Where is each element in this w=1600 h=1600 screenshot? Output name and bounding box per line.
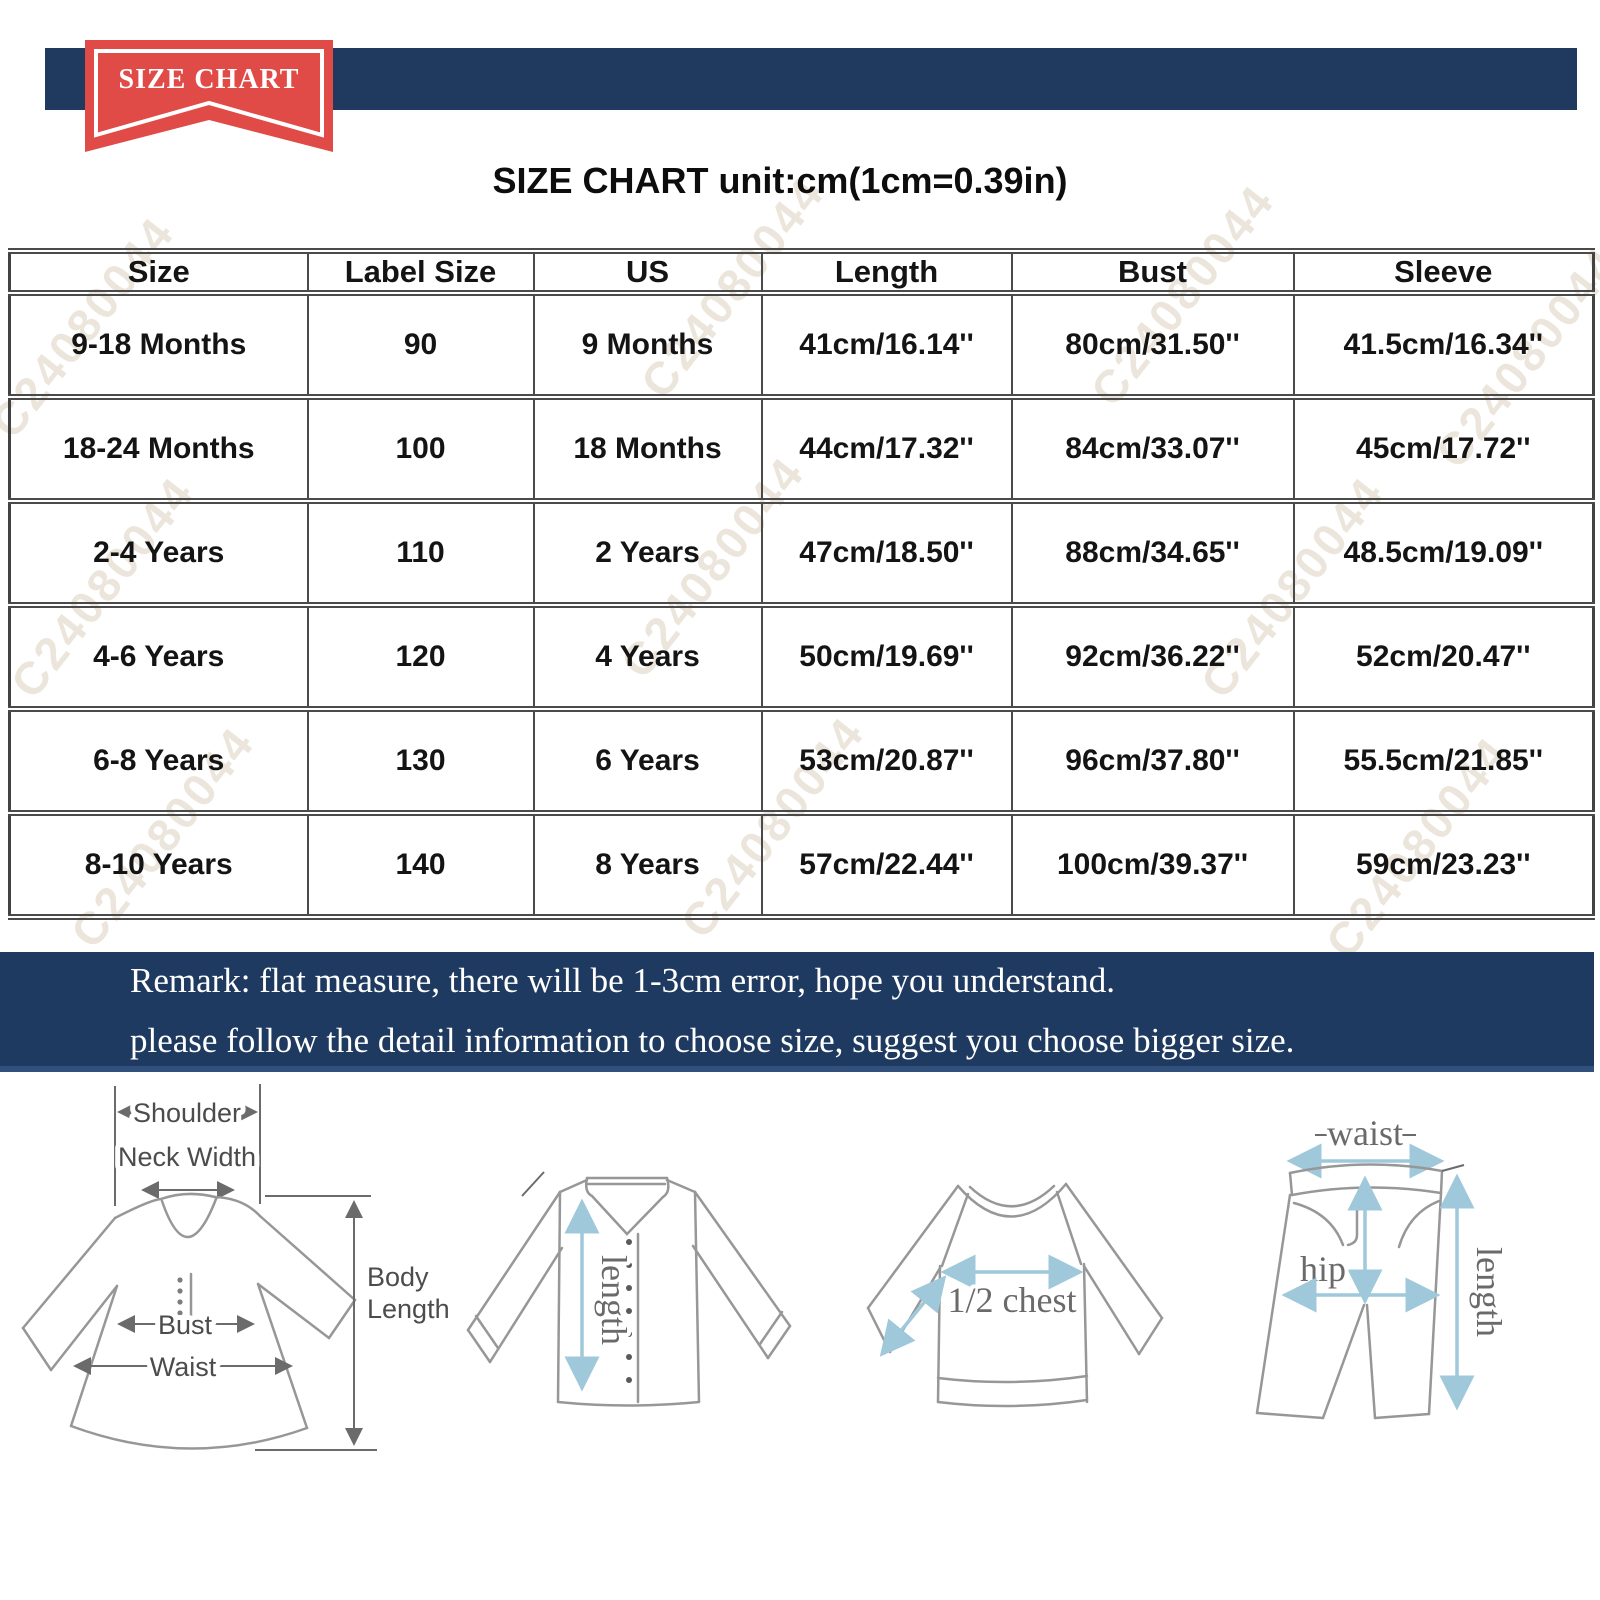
dress-waist-label: Waist	[150, 1352, 217, 1382]
table-cell: 55.5cm/21.85''	[1292, 709, 1595, 816]
table-cell: 45cm/17.72''	[1292, 397, 1595, 504]
dress-body-length-label-1: Body	[367, 1262, 429, 1292]
table-cell: 2-4 Years	[8, 501, 309, 608]
table-cell: 80cm/31.50''	[1010, 293, 1295, 400]
table-cell: 130	[306, 709, 535, 816]
column-header: Label Size	[306, 248, 535, 296]
table-cell: 4-6 Years	[8, 605, 309, 712]
table-cell: 6 Years	[532, 709, 763, 816]
page-title: SIZE CHART unit:cm(1cm=0.39in)	[492, 160, 1068, 201]
dress-bust-label: Bust	[158, 1310, 213, 1340]
ribbon-outer-shape	[85, 40, 333, 152]
table-cell: 2 Years	[532, 501, 763, 608]
table-cell: 41cm/16.14''	[760, 293, 1013, 400]
table-cell: 84cm/33.07''	[1010, 397, 1295, 504]
dress-measure-diagram: Shoulder Neck Width Bust Waist Body Leng…	[21, 1084, 455, 1451]
table-cell: 8-10 Years	[8, 813, 309, 920]
table-header-row: Size Label Size US Length Bust Sleeve	[8, 248, 1595, 296]
column-header: US	[532, 248, 763, 296]
pants-waist-label: waist	[1327, 1113, 1403, 1153]
shirt-measure-diagram: length	[466, 1171, 792, 1407]
table-cell: 6-8 Years	[8, 709, 309, 816]
table-cell: 100cm/39.37''	[1010, 813, 1295, 920]
table-cell: 90	[306, 293, 535, 400]
pants-length-label: length	[1469, 1247, 1509, 1337]
table-cell: 120	[306, 605, 535, 712]
table-cell: 100	[306, 397, 535, 504]
column-header: Bust	[1010, 248, 1295, 296]
table-cell: 59cm/23.23''	[1292, 813, 1595, 920]
table-row: 2-4 Years 110 2 Years 47cm/18.50'' 88cm/34.6…	[8, 501, 1595, 608]
dress-outline	[113, 1197, 163, 1220]
dress-body-length-label-2: Length	[367, 1294, 450, 1324]
table-cell: 57cm/22.44''	[760, 813, 1013, 920]
table-cell: 48.5cm/19.09''	[1292, 501, 1595, 608]
remark-line1: Remark: flat measure, there will be 1-3c…	[130, 961, 1116, 1000]
shirt-length-label: length	[594, 1255, 634, 1345]
pants-hip-label: hip	[1300, 1249, 1346, 1289]
table-cell: 50cm/19.69''	[760, 605, 1013, 712]
table-cell: 9-18 Months	[8, 293, 309, 400]
table-cell: 44cm/17.32''	[760, 397, 1013, 504]
table-row: 9-18 Months 90 9 Months 41cm/16.14'' 80cm/31…	[8, 293, 1595, 400]
size-table-body: 9-18 Months 90 9 Months 41cm/16.14'' 80cm/31…	[8, 293, 1595, 920]
table-cell: 18-24 Months	[8, 397, 309, 504]
table-cell: 4 Years	[532, 605, 763, 712]
table-row: 18-24 Months 100 18 Months 44cm/17.32'' 84cm…	[8, 397, 1595, 504]
column-header: Size	[8, 248, 309, 296]
table-cell: 47cm/18.50''	[760, 501, 1013, 608]
size-table: Size Label Size US Length Bust Sleeve 9-18 Mo…	[8, 248, 1595, 920]
column-header: Length	[760, 248, 1013, 296]
table-cell: 41.5cm/16.34''	[1292, 293, 1595, 400]
column-header: Sleeve	[1292, 248, 1595, 296]
size-table-head: Size Label Size US Length Bust Sleeve	[8, 248, 1595, 296]
table-cell: 8 Years	[532, 813, 763, 920]
table-cell: 9 Months	[532, 293, 763, 400]
table-row: 8-10 Years 140 8 Years 57cm/22.44'' 100cm/39…	[8, 813, 1595, 920]
table-cell: 140	[306, 813, 535, 920]
table-cell: 88cm/34.65''	[1010, 501, 1295, 608]
table-cell: 92cm/36.22''	[1010, 605, 1295, 712]
table-cell: 110	[306, 501, 535, 608]
pants-measure-diagram: waist hip length	[1255, 1109, 1513, 1420]
table-cell: 53cm/20.87''	[760, 709, 1013, 816]
table-row: 6-8 Years 130 6 Years 53cm/20.87'' 96cm/37.8…	[8, 709, 1595, 816]
top-half-chest-label: 1/2 chest	[948, 1280, 1077, 1320]
dress-shoulder-label: Shoulder	[133, 1098, 241, 1128]
table-row: 4-6 Years 120 4 Years 50cm/19.69'' 92cm/36.2…	[8, 605, 1595, 712]
top-outline	[956, 1182, 1068, 1218]
table-cell: 52cm/20.47''	[1292, 605, 1595, 712]
table-cell: 96cm/37.80''	[1010, 709, 1295, 816]
size-chart-ribbon: SIZE CHART	[85, 40, 333, 158]
dress-neck-width-label: Neck Width	[118, 1142, 256, 1172]
ribbon-inner-border	[94, 49, 324, 138]
table-cell: 18 Months	[532, 397, 763, 504]
pants-outline	[1288, 1163, 1444, 1175]
ribbon-shape	[85, 40, 333, 152]
ribbon-label: SIZE CHART	[118, 64, 300, 95]
top-measure-diagram: 1/2 chest	[866, 1182, 1164, 1408]
remark-line2: please follow the detail information to …	[130, 1021, 1295, 1060]
remark-block: Remark: flat measure, there will be 1-3c…	[0, 952, 1594, 1072]
